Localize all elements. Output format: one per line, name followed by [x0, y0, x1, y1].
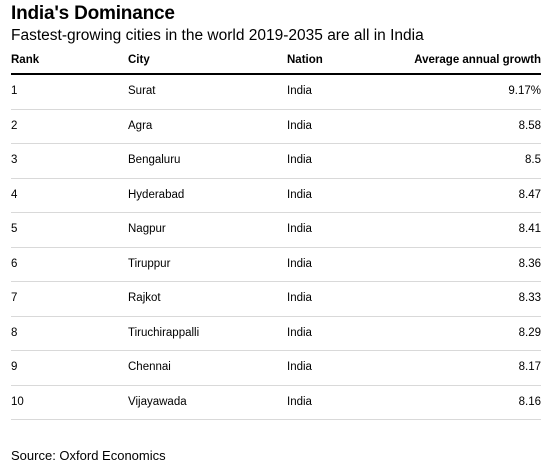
table-body: 1 Surat India 9.17% 2 Agra India 8.58 3 Bengaluru… [11, 75, 541, 420]
cell-growth: 8.33 [518, 292, 541, 304]
cell-nation: India [287, 395, 312, 408]
chart-subtitle: Fastest-growing cities in the world 2019… [11, 27, 424, 44]
cell-rank: 9 [11, 361, 18, 373]
source-note: Source: Oxford Economics [11, 448, 166, 463]
cell-nation: India [287, 292, 312, 304]
cell-nation: India [287, 85, 312, 97]
cell-rank: 3 [11, 154, 18, 166]
table-row: 5 Nagpur India 8.41 [11, 213, 541, 248]
cell-nation: India [287, 257, 312, 270]
table-header: Rank City Nation Average annual growth [11, 48, 541, 75]
cell-city: Rajkot [128, 292, 161, 304]
cell-rank: 7 [11, 292, 18, 304]
table-row: 10 Vijayawada India 8.16 [11, 386, 541, 420]
table-row: 1 Surat India 9.17% [11, 75, 541, 110]
cell-city: Vijayawada [128, 395, 187, 408]
table-row: 7 Rajkot India 8.33 [11, 282, 541, 317]
column-header-city: City [128, 54, 150, 66]
cell-nation: India [287, 188, 312, 201]
cell-city: Surat [128, 85, 156, 97]
cell-nation: India [287, 326, 312, 339]
cell-city: Bengaluru [128, 154, 181, 166]
table-row: 2 Agra India 8.58 [11, 110, 541, 144]
cell-growth: 8.36 [518, 257, 541, 270]
cell-rank: 2 [11, 119, 18, 132]
cell-city: Agra [128, 119, 153, 132]
chart-table-figure: India's Dominance Fastest-growing cities… [11, 0, 541, 472]
cell-rank: 5 [11, 223, 18, 235]
cell-growth: 8.16 [518, 395, 541, 408]
cell-city: Hyderabad [128, 188, 185, 201]
cell-nation: India [287, 119, 312, 132]
cell-growth: 8.58 [518, 119, 541, 132]
cell-city: Tiruchirappalli [128, 326, 200, 339]
table-row: 3 Bengaluru India 8.5 [11, 144, 541, 179]
cell-rank: 8 [11, 326, 18, 339]
cell-growth: 8.41 [518, 223, 541, 235]
cell-city: Tiruppur [128, 257, 171, 270]
column-header-growth: Average annual growth [414, 54, 541, 66]
cell-rank: 6 [11, 257, 18, 270]
data-table: Rank City Nation Average annual growth 1… [11, 48, 541, 420]
cell-city: Chennai [128, 361, 171, 373]
column-header-rank: Rank [11, 54, 40, 66]
table-row: 6 Tiruppur India 8.36 [11, 248, 541, 282]
cell-city: Nagpur [128, 223, 166, 235]
cell-rank: 4 [11, 188, 18, 201]
table-row: 4 Hyderabad India 8.47 [11, 179, 541, 213]
cell-nation: India [287, 223, 312, 235]
table-row: 8 Tiruchirappalli India 8.29 [11, 317, 541, 351]
column-header-nation: Nation [287, 54, 323, 66]
cell-growth: 8.17 [518, 361, 541, 373]
cell-nation: India [287, 361, 312, 373]
cell-rank: 10 [11, 395, 24, 408]
cell-growth: 8.29 [518, 326, 541, 339]
cell-rank: 1 [11, 85, 18, 97]
chart-title: India's Dominance [11, 3, 175, 24]
table-row: 9 Chennai India 8.17 [11, 351, 541, 386]
cell-nation: India [287, 154, 312, 166]
cell-growth: 9.17% [508, 85, 541, 97]
cell-growth: 8.47 [518, 188, 541, 201]
cell-growth: 8.5 [525, 154, 541, 166]
